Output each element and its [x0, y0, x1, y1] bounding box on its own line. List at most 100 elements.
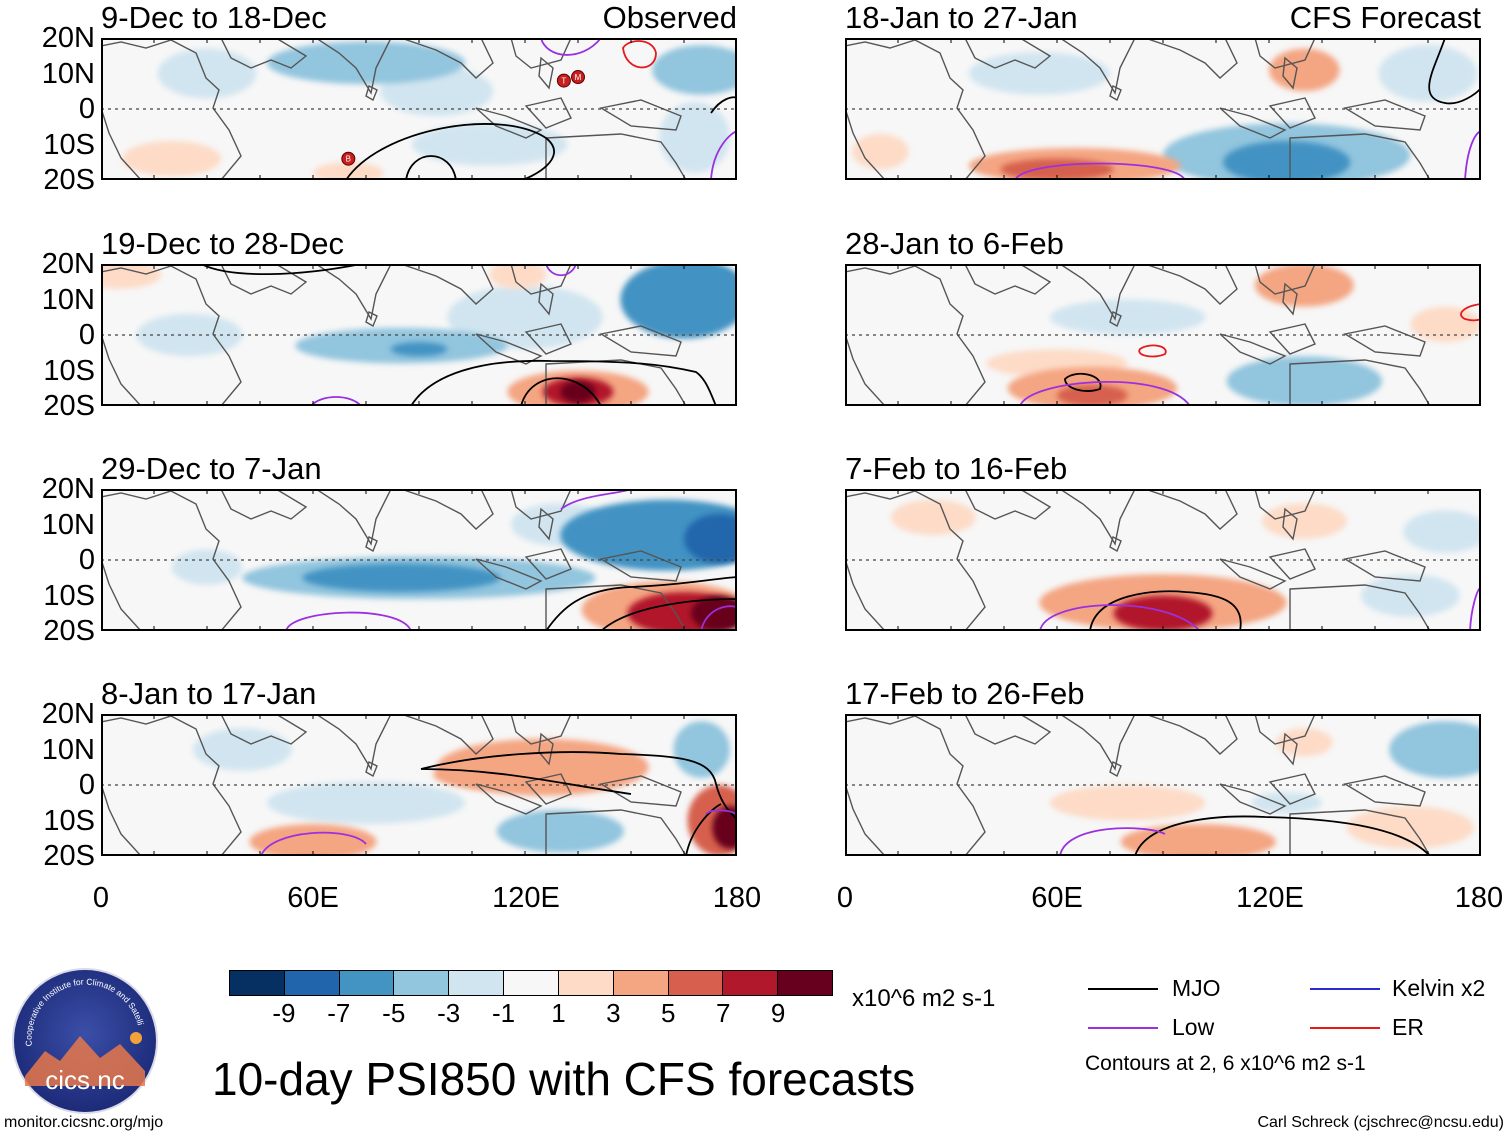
- contour-low: [700, 605, 737, 631]
- coastline: [964, 264, 1052, 295]
- colorbar-tick-label: -1: [491, 998, 516, 1028]
- colorbar-segment: [723, 971, 779, 995]
- coastline: [845, 265, 986, 406]
- panel-tag: CFS Forecast: [1289, 0, 1481, 35]
- colorbar-segment: [668, 971, 724, 995]
- y-tick-label: 10S: [43, 804, 95, 837]
- coastline: [1144, 489, 1238, 530]
- anomaly-blob: [1378, 45, 1478, 102]
- y-tick-label: 20S: [43, 164, 95, 196]
- coastline: [1254, 38, 1316, 69]
- cicsnc-logo: cics.nc Cooperative Institute for Climat…: [10, 966, 158, 1114]
- map-panel: 9-Dec to 18-Dec Observed T M B 20N 10N 0 10S 20S: [42, 0, 737, 196]
- coastline: [400, 38, 494, 79]
- colorbar-tick-label: -9: [272, 998, 296, 1028]
- coastline: [1058, 714, 1136, 771]
- coastline: [220, 38, 308, 69]
- contour-mjo: [420, 751, 737, 820]
- coastline: [510, 264, 572, 295]
- anomaly-blob: [171, 549, 243, 585]
- anomaly-blob: [496, 809, 624, 853]
- x-tick-label: 120E: [1236, 882, 1304, 914]
- map-panel: 29-Dec to 7-Jan 20N 10N 0 10S 20S: [42, 451, 737, 647]
- coastline: [1282, 507, 1298, 541]
- panel-map: [845, 38, 1481, 180]
- contour-mjo: [410, 359, 717, 406]
- coastline: [1343, 550, 1426, 582]
- colorbar-segment: [339, 971, 395, 995]
- map-panel: 7-Feb to 16-Feb: [845, 451, 1481, 631]
- panel-tag: Observed: [602, 0, 737, 35]
- anomaly-blob: [684, 513, 737, 564]
- coastline: [538, 507, 554, 541]
- coastline: [1109, 536, 1122, 553]
- coastline: [545, 584, 687, 631]
- coastline: [599, 775, 682, 807]
- anomaly-blob: [390, 342, 448, 357]
- map-panel: 17-Feb to 26-Feb: [845, 676, 1481, 856]
- coastline: [1289, 359, 1431, 406]
- coastline: [1268, 323, 1316, 355]
- panel-map: [845, 264, 1481, 406]
- anomaly-blob: [1251, 792, 1322, 814]
- cyclone-marker-label: B: [346, 155, 351, 164]
- coastline: [1289, 809, 1431, 856]
- contour-mjo: [600, 598, 737, 631]
- map-panel: 28-Jan to 6-Feb: [845, 226, 1481, 406]
- x-tick-label: 60E: [287, 882, 339, 914]
- coastline: [1219, 558, 1287, 590]
- contour-low: [1059, 827, 1166, 856]
- chart-title: 10-day PSI850 with CFS forecasts: [212, 1053, 916, 1105]
- panel-map: [101, 489, 737, 631]
- coastline: [314, 714, 392, 771]
- anomaly-blob: [1254, 264, 1354, 307]
- coastline: [599, 325, 682, 357]
- contour-mjo: [685, 803, 722, 856]
- coastline: [538, 56, 554, 90]
- colorbar-tick-label: 1: [551, 998, 566, 1028]
- anomaly-blob: [673, 264, 737, 314]
- coastline: [1282, 282, 1298, 316]
- x-tick-label: 180: [1454, 882, 1504, 914]
- coastline: [538, 732, 554, 766]
- coastline: [1219, 333, 1287, 365]
- contour-mjo: [420, 768, 632, 795]
- footer-url[interactable]: monitor.cicsnc.org/mjo: [4, 1114, 164, 1131]
- anomaly-blob: [1403, 510, 1481, 553]
- coastline: [314, 264, 392, 321]
- coastline: [1144, 714, 1238, 755]
- coastline: [1144, 38, 1238, 79]
- contour-low: [285, 611, 412, 631]
- coastline: [1058, 489, 1136, 546]
- contour-mjo: [520, 377, 602, 406]
- y-tick-label: 20N: [41, 248, 95, 280]
- anomaly-blob: [157, 48, 257, 99]
- contour-low: [705, 809, 737, 815]
- anomaly-blob: [1360, 574, 1460, 617]
- coastline: [1219, 107, 1287, 139]
- cyclone-marker: B: [341, 151, 356, 166]
- contour-mjo: [200, 264, 362, 276]
- anomaly-blob: [1223, 140, 1351, 180]
- coastline: [101, 265, 242, 406]
- coastline: [510, 38, 572, 69]
- contour-mjo: [1428, 38, 1481, 105]
- contour-er: [622, 40, 657, 69]
- anomaly-blob: [1261, 503, 1347, 539]
- colorbar-tick-label: 5: [661, 998, 676, 1028]
- legend-low-label: Low: [1172, 1014, 1215, 1040]
- coastline: [524, 773, 572, 805]
- units-label: x10^6 m2 s-1: [852, 985, 996, 1012]
- cyclone-marker-label: M: [575, 73, 582, 82]
- map-panel: 18-Jan to 27-Jan CFS Forecast: [845, 0, 1481, 180]
- coastline: [1268, 97, 1316, 129]
- contour-low: [1039, 604, 1201, 631]
- colorbar-tick-label: -7: [327, 998, 351, 1028]
- coastline: [1268, 548, 1316, 580]
- legend-low-line: [1088, 1027, 1158, 1029]
- panel-map: [101, 264, 737, 406]
- y-tick-label: 0: [78, 544, 95, 576]
- anomaly-blob: [852, 133, 909, 170]
- coastline: [101, 715, 242, 856]
- anomaly-blob: [1049, 299, 1206, 335]
